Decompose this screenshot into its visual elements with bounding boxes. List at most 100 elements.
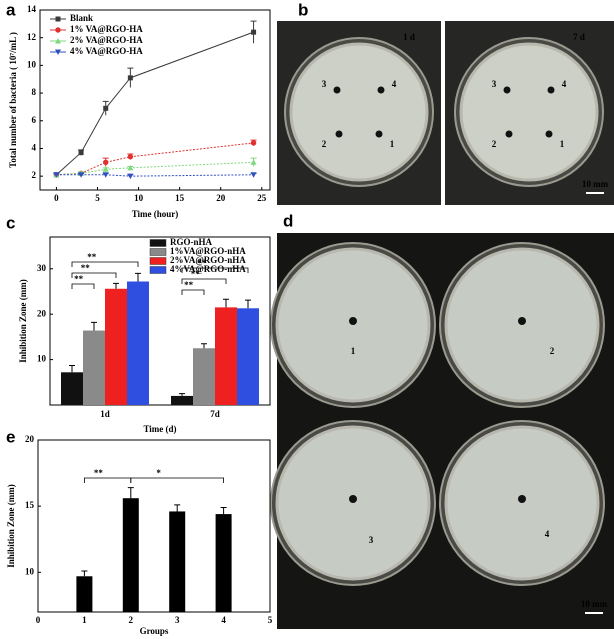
marker: [102, 172, 109, 178]
legend-marker: [55, 16, 61, 22]
y-tick-label: 20: [25, 434, 35, 444]
panel-letter: e: [6, 427, 15, 446]
y-tick-label: 2: [32, 170, 37, 180]
spot-label: 1: [351, 346, 356, 356]
x-tick-label: 7d: [210, 409, 220, 419]
error-bar: [174, 504, 181, 512]
legend-label: RGO-nHA: [170, 237, 213, 247]
y-axis-label: Total number of bacteria ( 10⁷/mL ): [8, 32, 18, 168]
y-tick-label: 8: [32, 87, 37, 97]
bar: [105, 288, 127, 405]
panel-letter: c: [6, 213, 15, 232]
x-axis-label: Time (d): [143, 424, 176, 434]
marker: [127, 173, 134, 180]
panel-letter: a: [6, 0, 16, 19]
sample-spot: [503, 86, 511, 94]
spot-label: 3: [492, 79, 497, 89]
sample-spot: [547, 86, 555, 94]
petri-dish: [289, 42, 429, 182]
y-tick-label: 30: [37, 263, 47, 273]
spot-label: 4: [392, 79, 397, 89]
x-tick-label: 10: [134, 193, 144, 203]
legend-label: Blank: [70, 13, 93, 23]
significance-label: **: [191, 269, 201, 279]
error-bar: [201, 343, 207, 349]
marker: [250, 140, 257, 146]
sample-spot: [377, 86, 385, 94]
bar: [122, 498, 139, 612]
spot-label: 2: [492, 139, 497, 149]
marker: [251, 29, 257, 35]
bar: [171, 395, 193, 405]
photo-title: 7 d: [573, 32, 585, 42]
sample-spot: [375, 130, 383, 138]
spot-label: 1: [560, 139, 565, 149]
sample-spot: [518, 495, 526, 503]
significance-bracket: [71, 272, 117, 278]
significance-bracket: [181, 289, 205, 295]
plot-frame: [37, 439, 271, 613]
spot-label: 2: [550, 346, 555, 356]
y-tick-label: 4: [32, 143, 37, 153]
bar: [215, 307, 237, 405]
legend-swatch: [149, 257, 167, 265]
series-line: [56, 142, 254, 176]
legend-marker: [55, 49, 61, 55]
marker: [250, 159, 257, 165]
spot-label: 3: [322, 79, 327, 89]
y-tick-label: 6: [32, 115, 37, 125]
spot-label: 4: [545, 529, 550, 539]
spot-label: 3: [369, 535, 374, 545]
sample-spot: [333, 86, 341, 94]
legend-label: 1%VA@RGO-nHA: [170, 246, 246, 256]
panel-letter: d: [283, 211, 293, 230]
significance-label: **: [81, 263, 91, 273]
significance-label: **: [184, 280, 194, 290]
x-tick-label: 0: [54, 193, 59, 203]
error-bar: [135, 272, 141, 282]
marker: [78, 172, 85, 178]
error-bar: [245, 299, 251, 309]
error-bar: [223, 298, 229, 308]
bar: [76, 576, 93, 612]
x-axis-label: Time (hour): [132, 209, 179, 219]
x-tick-label: 25: [257, 193, 267, 203]
error-bar: [91, 321, 97, 331]
y-tick-label: 20: [37, 308, 47, 318]
significance-label: **: [87, 252, 97, 262]
significance-label: **: [74, 274, 84, 284]
y-tick-label: 10: [27, 59, 37, 69]
legend-marker: [55, 27, 61, 33]
series-line: [56, 161, 254, 176]
bar: [237, 308, 259, 405]
x-tick-label: 20: [216, 193, 226, 203]
sample-spot: [545, 130, 553, 138]
legend-label: 2%VA@RGO-nHA: [170, 255, 246, 265]
x-tick-label: 5: [95, 193, 100, 203]
spot-label: 1: [390, 139, 395, 149]
photo-title: 1 d: [403, 32, 415, 42]
legend-label: 2% VA@RGO-HA: [70, 35, 143, 45]
significance-bracket: [181, 278, 227, 284]
error-bar: [127, 487, 134, 499]
sample-spot: [335, 130, 343, 138]
marker: [102, 166, 109, 172]
significance-bracket: [181, 267, 249, 273]
legend-swatch: [149, 239, 167, 247]
marker: [103, 159, 109, 166]
bar: [215, 514, 232, 612]
marker: [127, 154, 134, 160]
x-axis-label: Groups: [140, 626, 169, 636]
error-bar: [179, 393, 185, 396]
bar: [169, 511, 186, 612]
marker: [53, 172, 60, 178]
x-tick-label: 5: [268, 615, 273, 625]
panel-letter: b: [298, 0, 308, 19]
marker: [103, 105, 109, 111]
legend-marker: [55, 38, 61, 44]
bar: [83, 330, 105, 405]
error-bar: [69, 364, 75, 373]
x-tick-label: 0: [36, 615, 41, 625]
legend-label: 4%VA@RGO-nHA: [170, 264, 246, 274]
